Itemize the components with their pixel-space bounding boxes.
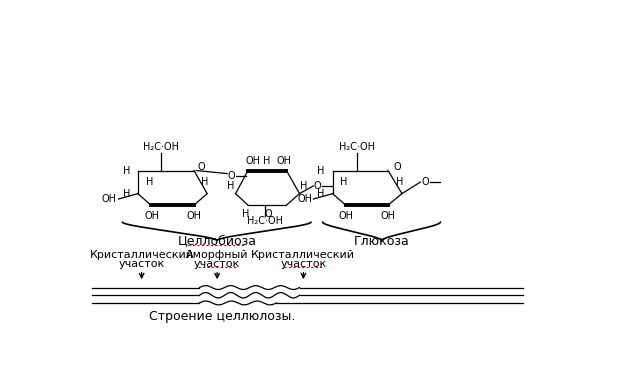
Text: OH: OH [276, 156, 291, 165]
Text: O: O [421, 177, 429, 187]
Text: O: O [228, 171, 236, 181]
Text: H: H [264, 156, 271, 165]
Text: OH: OH [246, 156, 261, 165]
Text: Строение целлюлозы.: Строение целлюлозы. [149, 310, 296, 323]
Text: H: H [201, 177, 208, 187]
Text: OH: OH [144, 211, 159, 221]
Text: H: H [300, 181, 307, 191]
Text: Кристаллический: Кристаллический [251, 250, 355, 260]
Text: Аморфный: Аморфный [186, 250, 249, 260]
Text: H: H [317, 165, 325, 176]
Text: H: H [317, 189, 325, 199]
Text: O: O [198, 162, 205, 172]
Text: OH: OH [102, 194, 117, 204]
Text: O: O [265, 209, 273, 219]
Text: H₂C·OH: H₂C·OH [247, 216, 283, 225]
Text: участок: участок [280, 259, 327, 268]
Text: участок: участок [194, 259, 241, 268]
Text: Целлобиоза: Целлобиоза [178, 235, 257, 248]
Text: H: H [146, 177, 153, 187]
Text: H₂C·OH: H₂C·OH [143, 142, 179, 152]
Text: Кристаллический: Кристаллический [90, 250, 193, 260]
Text: H: H [227, 181, 234, 191]
Text: H: H [122, 165, 130, 176]
Text: OH: OH [338, 211, 353, 221]
Text: OH: OH [187, 211, 202, 221]
Text: Глюкоза: Глюкоза [354, 235, 410, 248]
Text: O: O [313, 181, 321, 191]
Text: H: H [340, 177, 348, 187]
Text: участок: участок [119, 259, 165, 268]
Text: H: H [242, 209, 249, 219]
Text: H: H [396, 177, 403, 187]
Text: OH: OH [298, 194, 312, 204]
Text: H: H [122, 189, 130, 199]
Text: O: O [394, 162, 401, 172]
Text: OH: OH [381, 211, 396, 221]
Text: H₂C·OH: H₂C·OH [339, 142, 376, 152]
